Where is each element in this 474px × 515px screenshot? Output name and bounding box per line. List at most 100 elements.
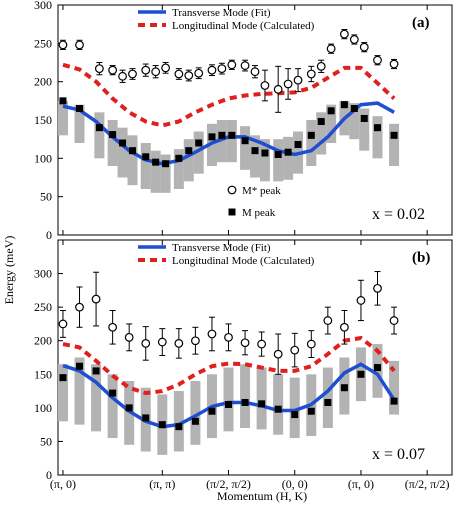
mstar-peak-point [141, 65, 151, 75]
m-peak-point [307, 407, 315, 415]
m-peak-point [274, 405, 282, 413]
mstar-peak-point [339, 29, 349, 39]
mstar-peak-point [373, 283, 382, 293]
mstar-peak-point [373, 55, 382, 65]
m-peak-point [324, 398, 332, 406]
y-tick-label: 0 [46, 468, 52, 482]
legend-transverse-label: Transverse Mode (Fit) [172, 7, 271, 19]
m-peak-point [258, 400, 266, 408]
intensity-band [117, 127, 128, 178]
intensity-band [74, 104, 85, 143]
mstar-peak-point [75, 302, 84, 312]
y-tick-label: 100 [34, 401, 52, 415]
mstar-peak-point [240, 338, 250, 348]
m-peak-point [241, 398, 249, 406]
m-peak-point [225, 401, 233, 408]
mstar-peak-point [316, 61, 326, 71]
intensity-band [107, 120, 118, 166]
intensity-band [372, 116, 383, 159]
intensity-band [316, 112, 327, 155]
mstar-peak-point [151, 67, 161, 77]
mstar-peak-point [141, 339, 151, 348]
y-tick-label: 300 [34, 0, 52, 12]
y-tick-label: 50 [40, 190, 52, 204]
panel-label: (b) [412, 250, 430, 266]
y-axis-label: Energy (meV) [2, 236, 16, 305]
longitudinal-mode-curve [62, 62, 396, 128]
m-peak-point [390, 397, 398, 405]
mstar-peak-point [227, 60, 237, 70]
intensity-band [240, 126, 251, 170]
mstar-peak-point [323, 316, 333, 325]
y-tick-label: 150 [34, 367, 52, 381]
m-peak-point [109, 389, 117, 397]
mstar-peak-point [118, 71, 127, 81]
longitudinal-mode-curve [62, 335, 396, 396]
intensity-band [256, 367, 267, 430]
intensity-band [259, 139, 270, 182]
x-tick-label: (π, 0) [348, 477, 374, 491]
mstar-peak-point [191, 336, 200, 346]
intensity-band [173, 149, 184, 189]
intensity-band [226, 120, 237, 163]
m-peak-point [241, 137, 249, 145]
mstar-peak-point [257, 339, 267, 349]
m-peak-point [390, 131, 398, 139]
intensity-band [150, 150, 161, 193]
intensity-band [57, 100, 68, 136]
legend-longitudinal-label: Longitudinal Mode (Calculated) [172, 20, 315, 32]
x-axis-label: Momentum (H, K) [217, 489, 307, 503]
m-peak-point [76, 362, 84, 370]
doping-label: x = 0.07 [372, 446, 425, 463]
m-peak-point [284, 148, 292, 156]
m-peak-point [350, 105, 358, 112]
mstar-peak-point [260, 81, 270, 90]
y-tick-label: 0 [46, 228, 52, 242]
m-peak-point [59, 97, 67, 105]
m-peak-point [185, 147, 193, 155]
intensity-band [283, 136, 294, 180]
mstar-peak-point [217, 64, 227, 74]
mstar-peak-point [75, 40, 84, 50]
intensity-band [322, 367, 333, 428]
m-peak-point [128, 147, 136, 155]
x-tick-label: (π, π) [149, 477, 175, 491]
intensity-band [389, 123, 400, 166]
intensity-band [326, 104, 337, 143]
m-peak-point [340, 384, 348, 392]
m-peak-point [175, 423, 183, 431]
mstar-peak-point [174, 339, 184, 348]
m-peak-point [208, 133, 216, 141]
mstar-peak-point [273, 84, 283, 94]
intensity-band [74, 357, 85, 425]
panel-a: 0 50 100 150 200 250 300 Transverse Mode (Fit)L… [34, 0, 453, 242]
mstar-peak-point [224, 332, 233, 342]
legend-mstar-label: M* peak [242, 185, 281, 197]
m-peak-point [158, 421, 166, 429]
mstar-peak-point [124, 332, 134, 342]
mstar-peak-point [174, 69, 184, 79]
m-peak-point [340, 101, 348, 109]
m-peak-point [307, 131, 315, 139]
intensity-band [107, 374, 118, 439]
intensity-band [389, 360, 400, 415]
m-peak-point [294, 141, 302, 149]
mstar-peak-point [108, 322, 118, 332]
intensity-band [240, 364, 251, 428]
m-peak-point [374, 124, 382, 132]
m-peak-point [327, 107, 335, 115]
m-peak-point [119, 139, 127, 147]
intensity-band [91, 364, 102, 432]
mstar-peak-point [58, 40, 68, 50]
intensity-band [223, 367, 234, 432]
m-peak-point [162, 160, 170, 168]
mstar-peak-point [306, 69, 316, 79]
mstar-peak-point [339, 322, 349, 332]
m-peak-point [208, 407, 216, 415]
plot-frame [57, 239, 453, 476]
legend-longitudinal-label: Longitudinal Mode (Calculated) [172, 255, 315, 267]
m-peak-point [92, 367, 100, 375]
mstar-peak-point [157, 337, 167, 347]
intensity-band [193, 131, 204, 174]
